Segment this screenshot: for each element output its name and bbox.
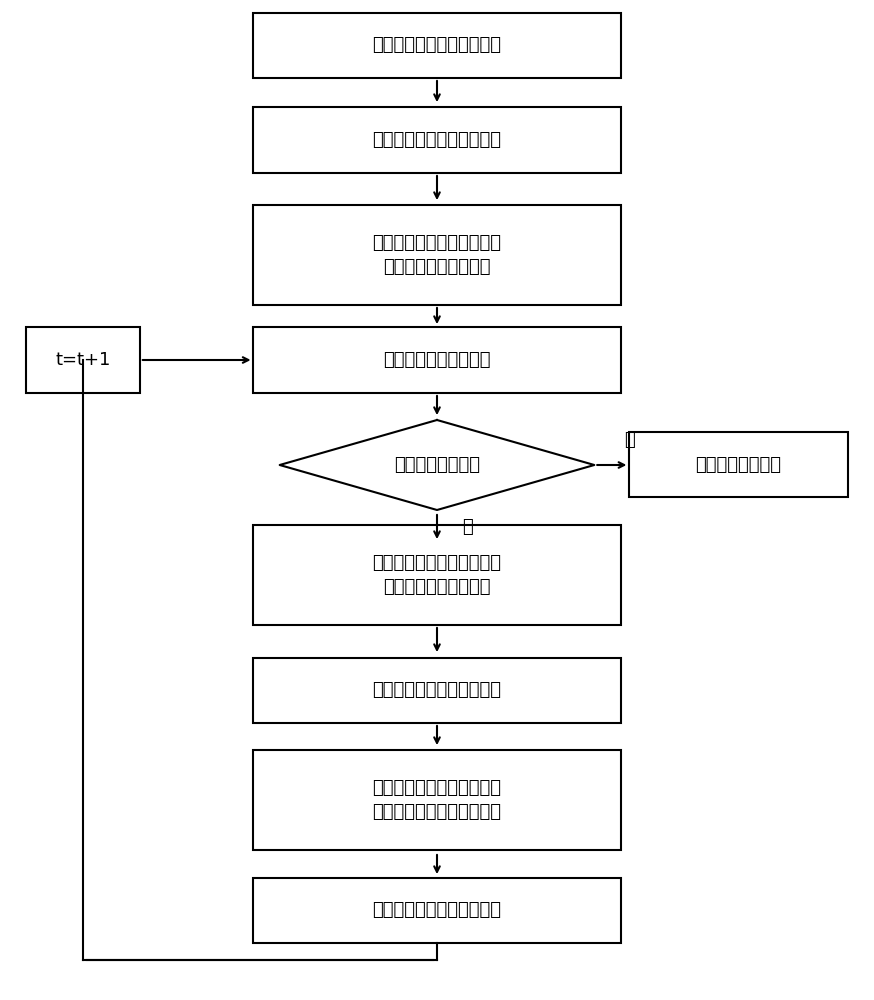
- FancyBboxPatch shape: [253, 12, 621, 78]
- Text: 选择多组几何尺寸个体进行
交叉操作获得几何尺寸个体: 选择多组几何尺寸个体进行 交叉操作获得几何尺寸个体: [372, 779, 502, 821]
- FancyBboxPatch shape: [253, 205, 621, 305]
- Text: 对变异向量进行排序和变更: 对变异向量进行排序和变更: [372, 681, 502, 699]
- Text: 优化种群中的几何尺寸个体: 优化种群中的几何尺寸个体: [372, 901, 502, 919]
- Text: 获得最优结构尺寸: 获得最优结构尺寸: [696, 456, 781, 474]
- Text: 初始化结构尺寸和算法参数: 初始化结构尺寸和算法参数: [372, 36, 502, 54]
- Text: 是: 是: [624, 431, 635, 449]
- FancyBboxPatch shape: [253, 750, 621, 850]
- Text: 选择多组几何尺寸个体进行
变异操作生成变异向量: 选择多组几何尺寸个体进行 变异操作生成变异向量: [372, 554, 502, 596]
- FancyBboxPatch shape: [629, 432, 848, 497]
- Text: 计算第一振动带隙宽度: 计算第一振动带隙宽度: [384, 351, 490, 369]
- Text: 是否满足终止条件: 是否满足终止条件: [394, 456, 480, 474]
- Text: 建立有限元模型并仿真计算: 建立有限元模型并仿真计算: [372, 131, 502, 149]
- FancyBboxPatch shape: [253, 525, 621, 625]
- FancyBboxPatch shape: [26, 327, 140, 392]
- FancyBboxPatch shape: [253, 107, 621, 172]
- Text: t=t+1: t=t+1: [55, 351, 111, 369]
- FancyBboxPatch shape: [253, 658, 621, 722]
- Text: 获得一阶色散曲线和二阶色
散曲线的特征频率向量: 获得一阶色散曲线和二阶色 散曲线的特征频率向量: [372, 234, 502, 276]
- FancyBboxPatch shape: [253, 327, 621, 392]
- Text: 否: 否: [462, 518, 473, 536]
- FancyBboxPatch shape: [253, 878, 621, 942]
- Polygon shape: [280, 420, 594, 510]
